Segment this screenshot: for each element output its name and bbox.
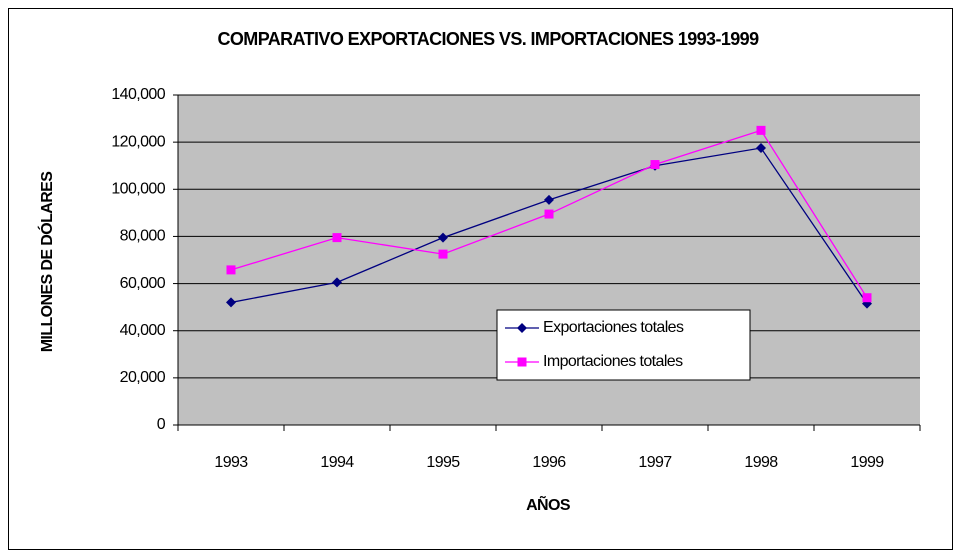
legend-label: Importaciones totales <box>543 353 683 370</box>
marker <box>756 143 766 154</box>
x-tick-label: 1999 <box>850 454 884 471</box>
marker <box>226 265 236 275</box>
chart-title: COMPARATIVO EXPORTACIONES VS. IMPORTACIO… <box>218 29 760 49</box>
y-tick-label: 120,000 <box>111 133 165 150</box>
x-tick-label: 1993 <box>214 454 248 471</box>
legend-box <box>496 309 751 381</box>
legend-label: Exportaciones totales <box>543 319 684 336</box>
y-axis-label: MILLONES DE DÓLARES <box>37 171 56 353</box>
marker <box>650 160 660 170</box>
y-tick-label: 60,000 <box>120 275 166 292</box>
marker <box>332 233 342 243</box>
legend-marker <box>517 357 527 367</box>
marker <box>862 293 872 303</box>
legend-marker <box>517 323 527 333</box>
y-tick-label: 80,000 <box>120 228 166 245</box>
x-tick-label: 1996 <box>532 454 566 471</box>
y-tick-label: 0 <box>157 416 166 433</box>
y-tick-label: 140,000 <box>111 86 165 103</box>
marker <box>226 297 236 308</box>
x-tick-label: 1994 <box>320 454 354 471</box>
x-tick-label: 1995 <box>426 454 460 471</box>
y-tick-label: 40,000 <box>120 322 166 339</box>
y-tick-label: 100,000 <box>111 181 165 198</box>
legend: Exportaciones totales Importaciones total… <box>496 309 751 381</box>
marker <box>756 125 766 135</box>
y-tick-label: 20,000 <box>120 369 166 386</box>
marker <box>544 209 554 219</box>
marker <box>544 194 554 205</box>
x-tick-label: 1997 <box>638 454 672 471</box>
x-tick-label: 1998 <box>744 454 778 471</box>
marker <box>438 249 448 259</box>
x-axis-label: AÑOS <box>526 494 571 514</box>
marker <box>332 277 342 288</box>
marker <box>438 232 448 243</box>
